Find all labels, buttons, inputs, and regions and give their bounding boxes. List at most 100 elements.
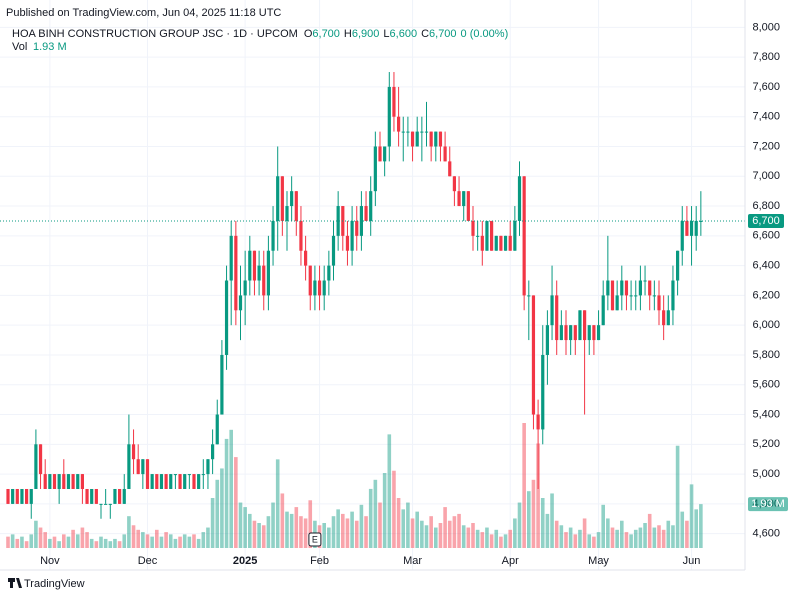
candle-body — [503, 235, 508, 251]
volume-bar — [434, 527, 438, 548]
candle-body — [145, 459, 150, 489]
y-tick-label: 6,400 — [752, 260, 780, 272]
legend-key: L — [383, 28, 389, 40]
candle-body — [206, 459, 210, 475]
volume-bar — [108, 541, 113, 548]
candle-body — [248, 250, 252, 281]
candle-body — [29, 488, 33, 504]
volume-bar — [150, 536, 154, 548]
volume-bar — [471, 523, 475, 548]
candle-body — [271, 220, 275, 251]
candle-body — [583, 310, 587, 341]
volume-bar — [66, 536, 71, 548]
axes: 4,6004,8005,0005,2005,4005,6005,8006,000… — [40, 21, 788, 567]
event-marker — [308, 532, 322, 547]
x-tick-label: Apr — [502, 555, 519, 567]
candle-body — [262, 265, 266, 296]
volume-bar — [196, 538, 201, 548]
candle-body — [220, 354, 224, 415]
candle-body — [178, 474, 182, 489]
volume-bar — [155, 529, 159, 548]
volume-tag-label: 1.93 M — [751, 498, 785, 510]
candle-body — [355, 220, 359, 236]
x-tick-label: Feb — [310, 555, 329, 567]
volume-bar — [85, 532, 89, 548]
volume-bar — [475, 529, 480, 548]
candle-body — [378, 146, 382, 162]
candle-body — [606, 280, 610, 296]
volume-bar — [596, 532, 601, 548]
candle-body — [517, 176, 522, 221]
volume-bar — [252, 520, 257, 548]
legend-value: 6,700 — [429, 28, 457, 40]
legend-change: 0 (0.00%) — [461, 28, 509, 40]
candle-body — [457, 191, 461, 207]
candle-body — [569, 325, 573, 341]
volume-bar — [517, 502, 522, 548]
candle-body — [169, 474, 173, 489]
volume-bar — [275, 459, 280, 548]
candle-body — [406, 131, 410, 133]
candle-body — [94, 488, 98, 504]
volume-bar — [10, 534, 15, 548]
volume-bar — [322, 523, 326, 548]
legend-value: 6,600 — [390, 28, 418, 40]
volume-bar — [48, 538, 52, 548]
candle-body — [252, 250, 257, 281]
volume-layer — [6, 423, 703, 548]
volume-bar — [24, 541, 29, 548]
candle-body — [159, 474, 164, 489]
legend-value: 6,900 — [352, 28, 380, 40]
candle-body — [118, 488, 122, 504]
y-tick-label: 6,200 — [752, 289, 780, 301]
volume-bar — [285, 511, 289, 548]
y-tick-label: 5,800 — [752, 349, 780, 361]
candle-body — [43, 474, 47, 489]
volume-bar — [606, 518, 610, 548]
candle-body — [555, 295, 559, 341]
volume-bar — [545, 513, 550, 548]
candle-body — [536, 414, 540, 430]
y-tick-label: 6,800 — [752, 200, 780, 212]
y-tick-label: 7,800 — [752, 51, 780, 63]
volume-bar — [359, 504, 364, 548]
candle-body — [285, 206, 289, 221]
volume-bar — [406, 502, 410, 548]
volume-bar — [438, 523, 443, 548]
volume-bar — [257, 523, 261, 548]
candle-body — [462, 191, 466, 207]
candle-body — [155, 474, 159, 489]
volume-bar — [527, 491, 531, 548]
volume-bar — [43, 532, 47, 548]
volume-bar — [671, 525, 675, 548]
volume-bar — [554, 520, 559, 548]
volume-bar — [494, 529, 499, 548]
volume-bar — [452, 516, 457, 548]
volume-bar — [364, 516, 368, 548]
candle-body — [471, 220, 475, 236]
volume-bar — [582, 518, 587, 548]
volume-bar — [513, 518, 517, 548]
volume-bar — [34, 520, 38, 548]
candle-body — [596, 325, 601, 341]
volume-bar — [601, 504, 605, 548]
candle-body — [513, 220, 517, 251]
candle-layer — [0, 72, 745, 519]
volume-bar — [447, 520, 452, 548]
volume-bar — [531, 479, 536, 548]
volume-bar — [350, 511, 354, 548]
candle-body — [392, 86, 396, 117]
y-tick-label: 8,000 — [752, 21, 780, 33]
volume-bar — [159, 536, 164, 548]
candle-body — [308, 265, 312, 296]
candle-body — [657, 295, 661, 311]
candle-body — [127, 444, 131, 489]
volume-bar — [629, 534, 633, 548]
volume-bar — [522, 423, 526, 548]
candle-body — [90, 488, 94, 504]
volume-bar — [210, 498, 215, 548]
candle-body — [38, 444, 43, 475]
volume-bar — [308, 500, 313, 548]
candle-body — [331, 235, 336, 266]
